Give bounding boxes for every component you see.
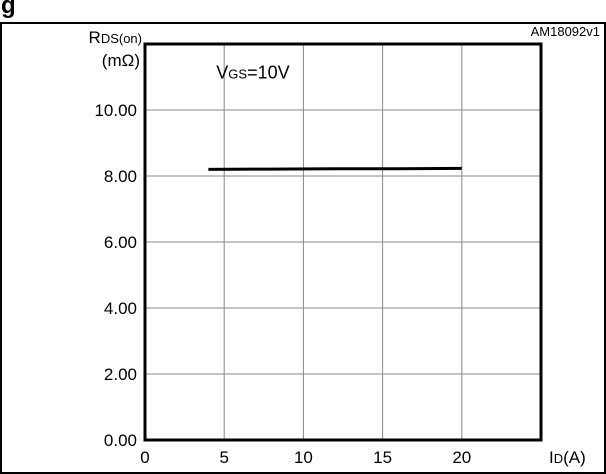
plot-border bbox=[143, 42, 543, 442]
y-axis-label: RDS(on) bbox=[89, 28, 142, 47]
x-tick-label: 0 bbox=[140, 448, 149, 467]
x-tick-label: 5 bbox=[219, 448, 228, 467]
vgs-annotation: VGS=10V bbox=[216, 63, 289, 83]
x-axis-label: ID(A) bbox=[549, 448, 586, 467]
y-tick-labels: 0.00 2.00 4.00 6.00 8.00 10.00 bbox=[94, 101, 137, 450]
grid-lines bbox=[145, 44, 541, 440]
y-axis-unit: (mΩ) bbox=[102, 51, 140, 70]
series-group bbox=[208, 166, 462, 171]
x-tick-label: 10 bbox=[294, 448, 313, 467]
x-tick-labels: 0 5 10 15 20 bbox=[140, 448, 471, 467]
figure-tag: AM18092v1 bbox=[530, 24, 600, 39]
section-header-text: g bbox=[1, 0, 16, 19]
y-tick-label: 6.00 bbox=[104, 233, 137, 252]
x-tick-label: 15 bbox=[373, 448, 392, 467]
y-tick-label: 2.00 bbox=[104, 365, 137, 384]
section-header-fragment: g bbox=[0, 0, 90, 22]
x-tick-label: 20 bbox=[452, 448, 471, 467]
y-tick-label: 8.00 bbox=[104, 167, 137, 186]
y-tick-label: 10.00 bbox=[94, 101, 137, 120]
series-line bbox=[208, 166, 462, 171]
y-tick-label: 4.00 bbox=[104, 299, 137, 318]
y-tick-label: 0.00 bbox=[104, 431, 137, 450]
